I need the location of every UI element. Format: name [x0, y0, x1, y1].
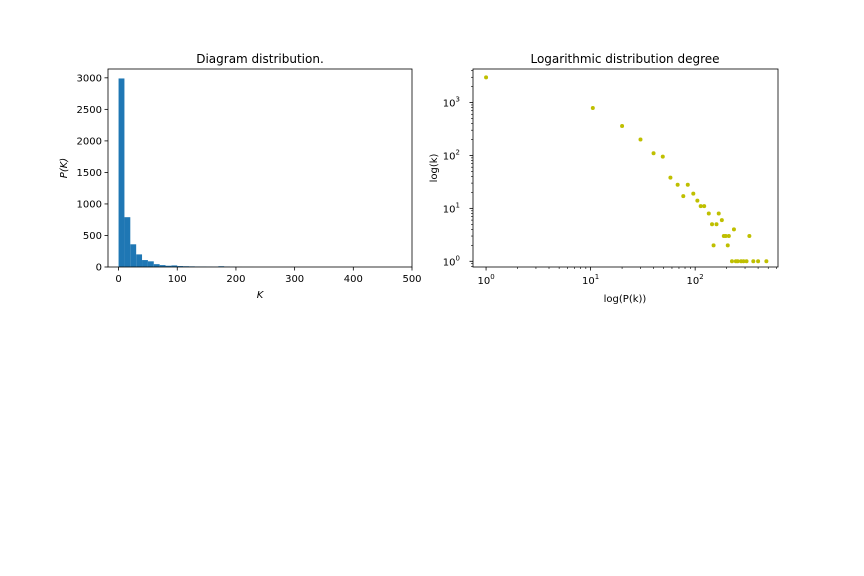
histogram-bar — [124, 217, 131, 267]
x-tick-label: 101 — [582, 273, 599, 287]
scatter-point — [668, 175, 673, 180]
y-axis-label: log(k) — [429, 153, 440, 182]
scatter-point — [590, 105, 595, 110]
x-tick-label: 100 — [477, 273, 494, 287]
scatter-point — [744, 259, 749, 264]
y-tick-label: 101 — [443, 201, 460, 215]
scatter-point — [638, 137, 643, 142]
x-tick-label: 0 — [115, 274, 121, 285]
y-tick-label: 1500 — [77, 168, 102, 179]
scatter-point — [660, 154, 665, 159]
scatter-point — [764, 259, 769, 264]
scatter-point — [620, 124, 625, 129]
x-axis-label: log(P(k)) — [604, 294, 647, 305]
y-tick-label: 1000 — [77, 199, 102, 210]
scatter-point — [691, 191, 696, 196]
x-tick-label: 102 — [687, 273, 704, 287]
x-ticks: 0 100 200 300 400 500 — [115, 267, 422, 285]
y-ticks: 100 101 102 103 — [443, 70, 473, 268]
histogram-bar — [159, 265, 166, 267]
chart-title: Logarithmic distribution degree — [530, 52, 719, 66]
histogram-bar — [136, 254, 143, 267]
x-tick-label: 100 — [168, 274, 187, 285]
y-tick-label: 103 — [443, 96, 460, 110]
y-tick-label: 3000 — [77, 73, 102, 84]
histogram-bar — [171, 265, 178, 267]
histogram-bar — [130, 244, 137, 267]
scatter-point — [756, 259, 761, 264]
scatter-point — [716, 211, 721, 216]
scatter-point — [719, 218, 724, 223]
histogram-chart: 0 100 200 300 400 500 0 500 1000 1500 2000 2500 300… — [59, 52, 422, 301]
y-ticks: 0 500 1000 1500 2000 2500 3000 — [77, 73, 108, 274]
plot-frame — [107, 68, 413, 268]
scatter-point — [741, 259, 746, 264]
chart-title: Diagram distribution. — [196, 52, 324, 66]
histogram-bar — [165, 265, 172, 267]
scatter-point — [675, 182, 680, 187]
scatter-point — [484, 75, 489, 80]
scatter-point — [685, 182, 690, 187]
histogram-bars — [118, 78, 254, 268]
histogram-bar — [118, 78, 125, 268]
scatter-point — [731, 227, 736, 232]
x-tick-label: 500 — [402, 274, 421, 285]
y-tick-label: 2000 — [77, 136, 102, 147]
scatter-point — [706, 211, 711, 216]
scatter-point — [723, 234, 728, 239]
y-axis-label: P(K) — [59, 158, 70, 178]
scatter-point — [651, 151, 656, 156]
scatter-point — [710, 222, 715, 227]
x-tick-label: 200 — [226, 274, 245, 285]
y-tick-label: 102 — [443, 148, 460, 162]
x-tick-label: 300 — [285, 274, 304, 285]
x-axis-label: K — [257, 290, 265, 301]
scatter-point — [747, 234, 752, 239]
log-scatter-chart: 100 101 102 100 101 102 103 Logarithmic distr… — [429, 52, 779, 305]
x-tick-label: 400 — [344, 274, 363, 285]
y-tick-label: 0 — [96, 263, 102, 274]
y-tick-label: 2500 — [77, 105, 102, 116]
scatter-point — [711, 243, 716, 248]
scatter-point — [681, 194, 686, 199]
scatter-point — [702, 204, 707, 209]
scatter-point — [725, 243, 730, 248]
scatter-point — [729, 259, 734, 264]
scatter-point — [751, 259, 756, 264]
x-ticks: 100 101 102 — [477, 267, 777, 287]
scatter-points — [484, 75, 769, 264]
scatter-point — [714, 222, 719, 227]
histogram-bar — [147, 261, 154, 267]
histogram-bar — [153, 264, 160, 267]
histogram-bar — [142, 260, 148, 267]
plot-frame — [472, 68, 779, 268]
scatter-point — [726, 234, 731, 239]
scatter-point — [698, 204, 703, 209]
scatter-point — [735, 259, 740, 264]
scatter-point — [695, 198, 700, 203]
y-tick-label: 500 — [83, 231, 102, 242]
y-tick-label: 100 — [443, 254, 460, 268]
histogram-bar — [177, 266, 184, 267]
